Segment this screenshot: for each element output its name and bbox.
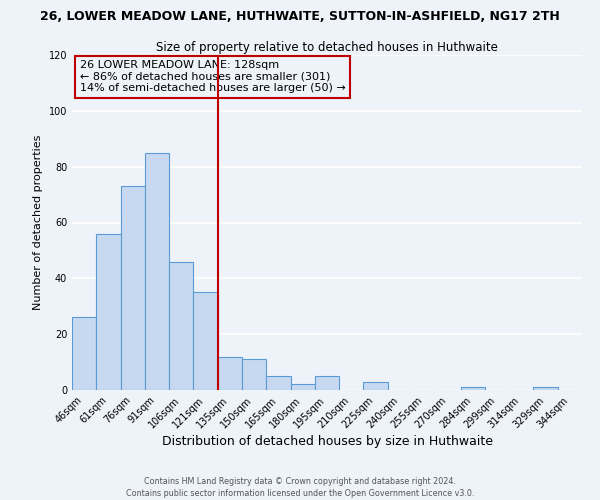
Bar xyxy=(145,152,169,390)
Text: Contains HM Land Registry data © Crown copyright and database right 2024.
Contai: Contains HM Land Registry data © Crown c… xyxy=(126,476,474,498)
Bar xyxy=(169,262,193,390)
Bar xyxy=(533,387,558,390)
Text: 26, LOWER MEADOW LANE, HUTHWAITE, SUTTON-IN-ASHFIELD, NG17 2TH: 26, LOWER MEADOW LANE, HUTHWAITE, SUTTON… xyxy=(40,10,560,23)
Bar xyxy=(72,318,96,390)
Title: Size of property relative to detached houses in Huthwaite: Size of property relative to detached ho… xyxy=(156,41,498,54)
Bar xyxy=(96,234,121,390)
Bar xyxy=(290,384,315,390)
Y-axis label: Number of detached properties: Number of detached properties xyxy=(33,135,43,310)
Bar xyxy=(266,376,290,390)
Bar xyxy=(121,186,145,390)
Bar xyxy=(218,356,242,390)
Bar xyxy=(461,387,485,390)
Bar xyxy=(193,292,218,390)
Bar xyxy=(315,376,339,390)
Bar xyxy=(364,382,388,390)
X-axis label: Distribution of detached houses by size in Huthwaite: Distribution of detached houses by size … xyxy=(161,436,493,448)
Bar xyxy=(242,360,266,390)
Text: 26 LOWER MEADOW LANE: 128sqm
← 86% of detached houses are smaller (301)
14% of s: 26 LOWER MEADOW LANE: 128sqm ← 86% of de… xyxy=(80,60,346,93)
